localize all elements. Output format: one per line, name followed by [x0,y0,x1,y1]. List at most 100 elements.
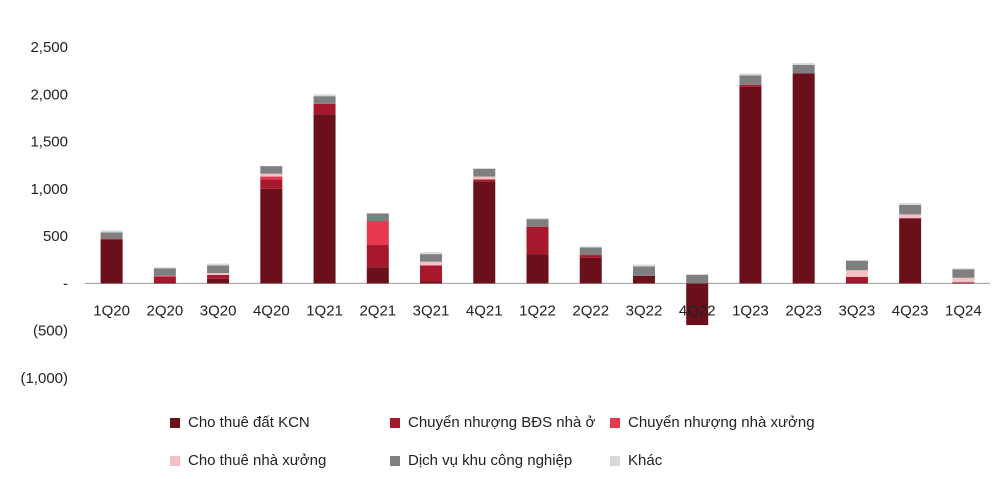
bar-segment [366,244,389,268]
bar-segment [579,246,602,248]
bar-segment [686,274,709,284]
bar-segment [313,103,336,115]
bar-segment [313,94,336,97]
bar-segment [899,203,922,205]
bar-segment [579,257,602,284]
x-tick-label: 1Q21 [306,302,343,319]
x-tick-label: 2Q23 [785,302,822,319]
bar-segment [952,269,975,278]
legend-label: Khác [628,452,663,469]
bar-segment [845,260,868,271]
bar-segment [845,276,868,283]
bar-segment [100,239,123,284]
bar-segment [792,63,815,65]
x-tick-label: 3Q23 [839,302,876,319]
bar-segment [473,168,496,169]
bar-segment [739,75,762,85]
bar-segment [473,176,496,180]
bar-segment [153,275,176,277]
x-tick-label: 2Q20 [147,302,184,319]
legend-swatch [390,455,400,466]
bar-segment [579,255,602,258]
bar-segment [366,221,389,245]
bar-segment [686,273,709,275]
x-tick-label: 1Q20 [93,302,130,319]
bar-segment [207,274,230,279]
x-tick-label: 1Q22 [519,302,556,319]
legend-label: Chuyển nhượng nhà xưởng [628,414,815,431]
x-axis-labels: 1Q20 2Q20 3Q20 4Q20 1Q21 2Q21 3Q21 4Q21 1Q22 2Q22… [93,302,981,319]
bar-segment [526,218,549,220]
legend-label: Chuyển nhượng BĐS nhà ở [408,414,596,431]
legend-item: Chuyển nhượng nhà xưởng [610,414,815,431]
bar-segment [420,252,443,255]
legend-swatch [390,417,400,428]
legend-swatch [610,417,620,428]
bar-segment [260,176,283,180]
bar-segment [153,282,176,284]
bar-segment [526,254,549,284]
legend-label: Cho thuê đất KCN [188,414,310,431]
bar-segment [313,114,336,284]
bar-segment [579,247,602,256]
bar-segment [366,213,389,222]
x-tick-label: 3Q22 [626,302,663,319]
x-tick-label: 4Q21 [466,302,503,319]
legend-item: Khác [610,452,662,469]
bars [100,63,975,326]
legend-item: Dịch vụ khu công nghiệp [390,452,572,469]
bar-segment [952,282,975,284]
legend-swatch [170,455,180,466]
bar-segment [420,265,443,282]
bar-segment [260,179,283,189]
bar-segment [792,73,815,284]
bar-segment [632,264,655,267]
bar-segment [899,214,922,219]
bar-segment [526,226,549,255]
y-tick-label: 500 [43,228,68,245]
bar-segment [153,267,176,269]
bar-segment [207,273,230,275]
x-tick-label: 1Q24 [945,302,982,319]
legend-swatch [170,417,180,428]
legend-item: Cho thuê nhà xưởng [170,452,326,469]
x-tick-label: 3Q20 [200,302,237,319]
y-tick-label: 1,000 [30,181,68,198]
y-axis-ticks: (1,000) (500) - 500 1,000 1,500 2,000 2,500 [20,39,68,387]
bar-segment [845,282,868,284]
y-tick-label: (1,000) [20,370,68,387]
legend-label: Cho thuê nhà xưởng [188,452,327,469]
x-tick-label: 2Q22 [572,302,609,319]
x-tick-label: 3Q21 [413,302,450,319]
bar-segment [153,276,176,283]
bar-segment [420,261,443,266]
bar-segment [207,265,230,274]
bar-segment [632,275,655,284]
bar-segment [420,254,443,262]
bar-segment [260,173,283,177]
x-tick-label: 4Q22 [679,302,716,319]
legend-item: Chuyển nhượng BĐS nhà ở [390,414,595,431]
legend-swatch [610,455,620,466]
bar-segment [526,219,549,227]
bar-segment [473,168,496,177]
bar-segment [899,218,922,284]
x-tick-label: 1Q23 [732,302,769,319]
bar-segment [207,263,230,266]
bar-segment [366,267,389,284]
bar-segment [739,84,762,87]
bar-segment [473,179,496,182]
bar-segment [899,204,922,215]
bar-segment [739,86,762,284]
bar-segment [100,230,123,233]
bar-segment [952,277,975,283]
bar-segment [100,238,123,240]
bar-segment [952,268,975,270]
legend-item: Cho thuê đất KCN [170,414,310,431]
legend-label: Dịch vụ khu công nghiệp [408,452,573,469]
bar-segment [845,259,868,261]
y-tick-label: 1,500 [30,134,68,151]
bar-segment [473,181,496,284]
x-tick-label: 2Q21 [359,302,396,319]
